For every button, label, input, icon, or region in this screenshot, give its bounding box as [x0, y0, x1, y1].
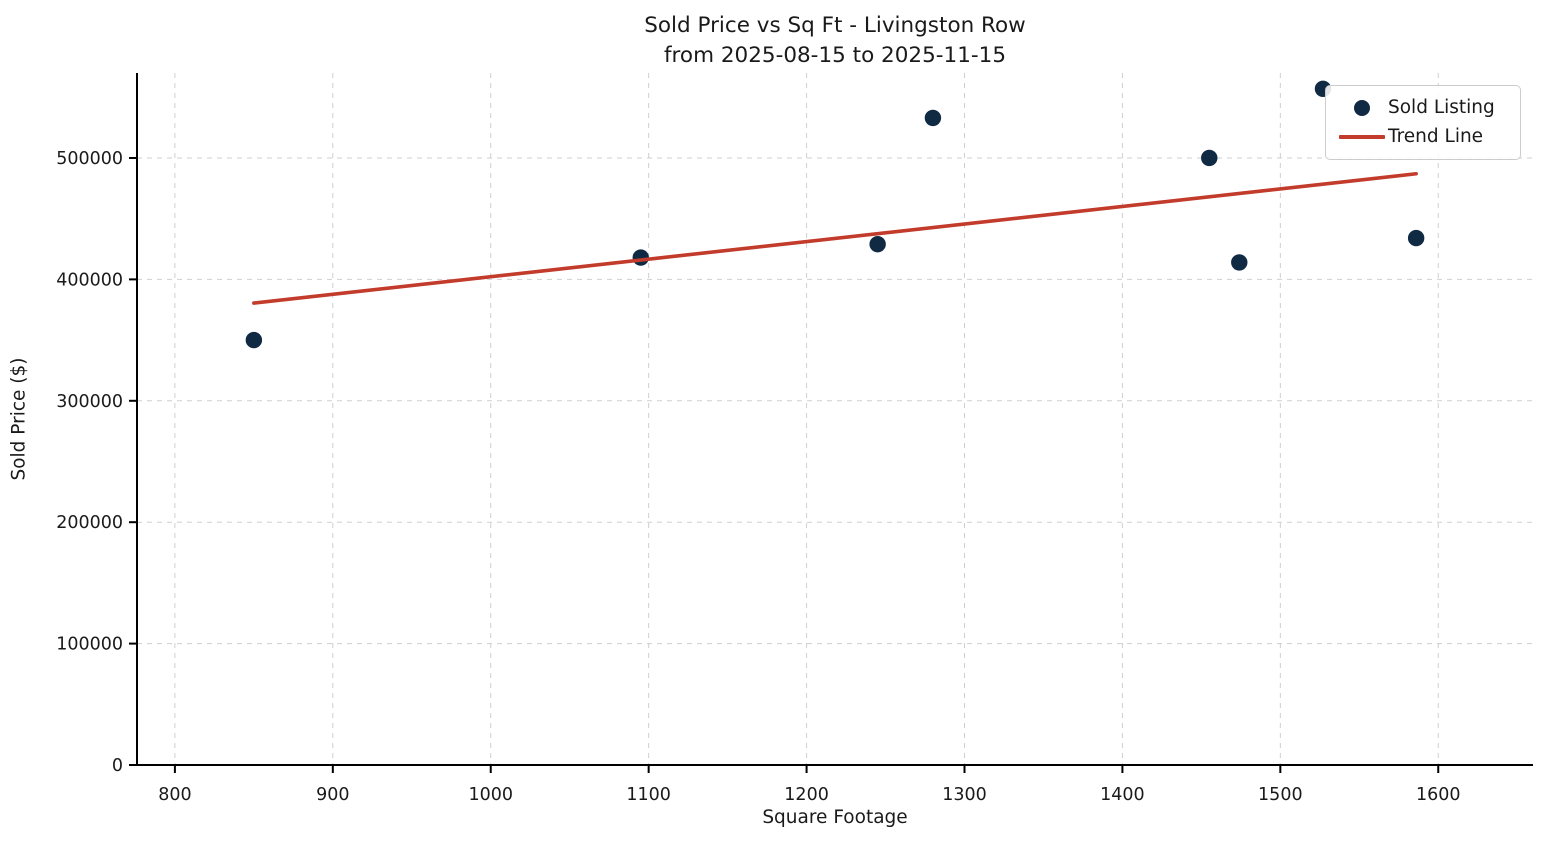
y-tick-label: 300000	[56, 392, 123, 412]
y-tick-label: 0	[112, 756, 123, 776]
x-tick-label: 1400	[1100, 785, 1145, 805]
data-point	[1231, 254, 1248, 271]
y-axis-label-text: Sold Price ($)	[8, 357, 30, 481]
legend-label-trend-line: Trend Line	[1388, 126, 1484, 147]
x-tick-label: 1100	[626, 785, 671, 805]
data-point	[245, 331, 263, 349]
legend-swatch	[1336, 99, 1388, 116]
x-axis-label: Square Footage	[762, 807, 908, 828]
data-point	[869, 235, 886, 253]
sold-listing-points	[245, 80, 1425, 349]
legend-item-sold-listing: Sold Listing	[1336, 93, 1508, 122]
x-tick-label: 900	[316, 785, 349, 805]
data-point	[1407, 229, 1425, 247]
legend: Sold Listing Trend Line	[1325, 85, 1521, 160]
chart-title-line1: Sold Price vs Sq Ft - Livingston Row	[644, 13, 1026, 38]
gridlines	[137, 73, 1533, 766]
x-tick-label: 1000	[468, 785, 513, 805]
y-tick-label: 100000	[56, 635, 123, 655]
legend-label-sold-listing: Sold Listing	[1388, 97, 1495, 118]
tick-marks	[129, 156, 1440, 773]
x-tick-label: 800	[158, 785, 191, 805]
y-tick-label: 500000	[56, 149, 123, 169]
data-point	[632, 249, 649, 266]
legend-swatch	[1336, 134, 1388, 139]
x-tick-label: 1600	[1416, 785, 1461, 805]
data-point	[1201, 149, 1218, 167]
trend-line	[252, 171, 1418, 305]
sold-listing-dot-icon	[1354, 99, 1370, 116]
x-tick-label: 1200	[784, 785, 829, 805]
chart-title-line2: from 2025-08-15 to 2025-11-15	[663, 43, 1007, 68]
x-tick-label: 1500	[1258, 785, 1303, 805]
axes-spines	[136, 73, 1533, 766]
legend-item-trend-line: Trend Line	[1336, 122, 1508, 151]
trend-line-sample-icon	[1339, 134, 1385, 139]
data-point	[924, 109, 942, 127]
y-tick-label: 400000	[56, 270, 123, 290]
chart-title: Sold Price vs Sq Ft - Livingston Row fro…	[137, 11, 1533, 71]
x-tick-label: 1300	[942, 785, 987, 805]
tick-labels: 800 900 1000 1100 1200 1300 1400 1500 1600 0 10000…	[56, 149, 1460, 805]
y-tick-label: 200000	[56, 513, 123, 533]
